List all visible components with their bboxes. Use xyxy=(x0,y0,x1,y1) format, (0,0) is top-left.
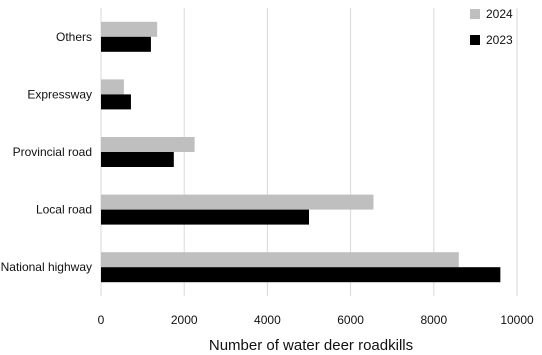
bar-others-2023 xyxy=(101,36,151,52)
bar-local-road-2023 xyxy=(101,209,309,225)
category-label-provincial-road: Provincial road xyxy=(13,145,92,159)
bar-expressway-2024 xyxy=(101,79,124,95)
x-tick-label-8000: 8000 xyxy=(420,313,447,327)
bar-others-2024 xyxy=(101,21,158,37)
legend-swatch-2023 xyxy=(470,35,480,45)
gridlines xyxy=(100,8,518,296)
bar-provincial-road-2024 xyxy=(101,137,195,152)
category-label-national-highway: National highway xyxy=(1,260,92,274)
x-tick-labels: 0 2000 4000 6000 8000 10000 xyxy=(98,313,534,327)
bars xyxy=(101,21,501,283)
x-tick-label-2000: 2000 xyxy=(171,313,198,327)
bar-provincial-road-2023 xyxy=(101,152,174,167)
x-axis-title: Number of water deer roadkills xyxy=(209,337,413,354)
x-tick-label-0: 0 xyxy=(98,313,105,327)
bar-expressway-2023 xyxy=(101,94,131,110)
legend: 2024 2023 xyxy=(470,7,513,47)
category-label-local-road: Local road xyxy=(36,203,92,217)
x-tick-label-10000: 10000 xyxy=(500,313,534,327)
category-label-others: Others xyxy=(56,30,92,44)
x-tick-label-4000: 4000 xyxy=(254,313,281,327)
legend-label-2024: 2024 xyxy=(486,7,513,21)
category-label-expressway: Expressway xyxy=(27,87,92,101)
x-tick-label-6000: 6000 xyxy=(337,313,364,327)
bar-national-highway-2023 xyxy=(101,267,501,283)
category-labels: Others Expressway Provincial road Local roa… xyxy=(1,30,92,274)
bar-local-road-2024 xyxy=(101,194,374,210)
bar-national-highway-2024 xyxy=(101,252,459,268)
legend-swatch-2024 xyxy=(470,9,480,19)
legend-label-2023: 2023 xyxy=(486,33,513,47)
